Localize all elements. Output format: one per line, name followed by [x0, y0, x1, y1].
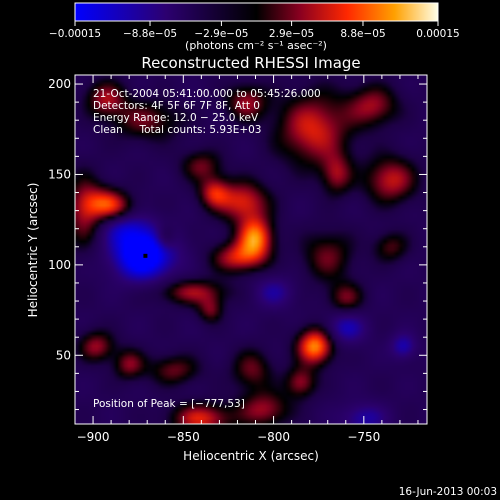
y-tick-label: 200	[48, 77, 71, 91]
colorbar-ticks: −0.00015 −8.8e−05 −2.9e−05 2.9e−05 8.8e−05 0.…	[49, 21, 460, 40]
x-axis-label: Heliocentric X (arcsec)	[183, 449, 319, 463]
x-tick-label: −850	[167, 430, 200, 444]
info-line-time: 21-Oct-2004 05:41:00.000 to 05:45:26.000	[93, 88, 321, 100]
colorbar-tick-label: 8.8e−05	[340, 28, 385, 40]
colorbar	[74, 2, 439, 22]
chart-title: Reconstructed RHESSI Image	[141, 54, 360, 72]
footer-date: 16-Jun-2013 00:03	[399, 486, 497, 498]
colorbar-tick-label: −0.00015	[49, 28, 101, 40]
colorbar-tick-label: −2.9e−05	[194, 28, 248, 40]
axis-ticks: −900 −850 −800 −750 50 100 150 200	[48, 75, 427, 444]
colorbar-tick-label: 0.00015	[416, 28, 459, 40]
colorbar-unit-label: (photons cm⁻² s⁻¹ asec⁻²)	[185, 39, 327, 52]
y-axis-label: Heliocentric Y (arcsec)	[26, 183, 40, 318]
colorbar-tick-label: −8.8e−05	[123, 28, 177, 40]
y-tick-label: 100	[48, 258, 71, 272]
y-tick-label: 50	[56, 348, 71, 362]
colorbar-tick-label: 2.9e−05	[269, 28, 314, 40]
x-tick-label: −900	[77, 430, 110, 444]
heatmap-image	[75, 75, 427, 424]
plot-frame	[74, 74, 428, 425]
x-tick-label: −800	[257, 430, 290, 444]
info-line-detectors: Detectors: 4F 5F 6F 7F 8F, Att 0	[93, 100, 260, 112]
x-tick-label: −750	[347, 430, 380, 444]
info-line-energy: Energy Range: 12.0 − 25.0 keV	[93, 112, 259, 124]
info-line-counts: Clean Total counts: 5.93E+03	[93, 124, 262, 136]
peak-position-text: Position of Peak = [−777,53]	[93, 398, 245, 410]
y-tick-label: 150	[48, 167, 71, 181]
peak-marker	[143, 253, 148, 258]
